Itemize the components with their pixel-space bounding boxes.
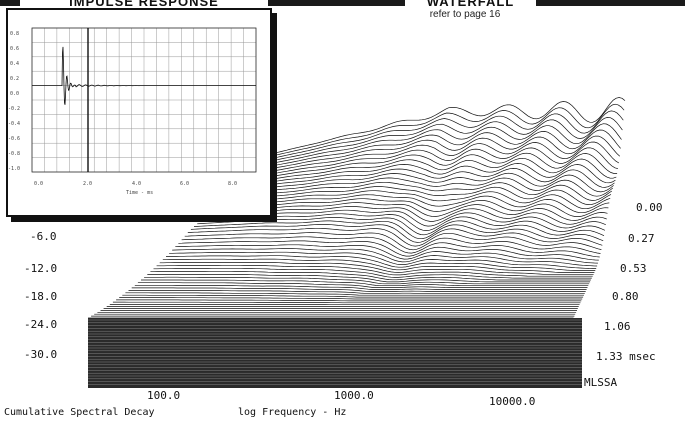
x-tick-label: 8.0 [228,181,237,187]
impulse-y-axis: 0.8 0.6 0.4 0.2 0.0 -0.2 -0.4 -0.6 -0.8 … [8,31,20,172]
x-tick-label: 0.0 [34,181,43,187]
impulse-response-inset: 0.8 0.6 0.4 0.2 0.0 -0.2 -0.4 -0.6 -0.8 … [6,8,272,217]
x-axis-label: Time - ms [126,190,153,196]
waterfall-floor [88,318,582,388]
y-tick-label: -0.4 [8,121,20,127]
decay-slice-line [250,142,619,175]
brand-label: MLSSA [584,376,617,389]
decay-slice-line [113,302,581,303]
impulse-x-axis: 0.0 2.0 4.0 6.0 8.0 Time - ms [34,181,237,196]
x-axis-label: log Frequency - Hz [238,407,346,418]
waterfall-subtitle: refer to page 16 [380,9,550,20]
z-tick-label: 0.27 [628,232,655,245]
y-tick-label: 0.0 [10,91,19,97]
y-tick-label: 0.4 [10,61,19,67]
decay-slice-line [253,136,620,172]
z-tick-label: 1.33 msec [596,350,656,363]
x-tick-label: 4.0 [132,181,141,187]
x-tick-label: 10000.0 [489,395,535,408]
decay-slice-line [116,300,581,301]
decay-slice-line [160,262,594,274]
z-tick-label: 0.53 [620,262,647,275]
z-tick-label: 1.06 [604,320,631,333]
decay-slice-line [166,256,595,271]
y-tick-label: -30.0 [24,348,57,361]
footer-label: Cumulative Spectral Decay [4,407,155,418]
x-tick-label: 2.0 [83,181,92,187]
z-tick-label: 0.00 [636,201,663,214]
y-tick-label: -0.6 [8,136,20,142]
y-tick-label: -0.2 [8,106,20,112]
y-tick-label: 0.8 [10,31,19,37]
impulse-response-chart: 0.8 0.6 0.4 0.2 0.0 -0.2 -0.4 -0.6 -0.8 … [8,10,270,215]
decay-slice-line [266,111,624,160]
x-tick-label: 100.0 [147,389,180,402]
decay-slice-line [178,241,598,260]
waterfall-x-axis: 100.0 1000.0 10000.0 Cumulative Spectral… [4,389,535,418]
waterfall-title: WATERFALL [405,0,536,9]
y-tick-label: -18.0 [24,290,57,303]
y-tick-label: -12.0 [24,262,57,275]
waterfall-y-axis: -6.0 -12.0 -18.0 -24.0 -30.0 [24,230,57,361]
y-tick-label: -6.0 [30,230,57,243]
decay-slice-line [119,298,582,299]
decay-slice-line [216,195,609,213]
waterfall-z-axis: 0.00 0.27 0.53 0.80 1.06 1.33 msec MLSSA [584,201,663,389]
y-tick-label: -0.8 [8,151,20,157]
y-tick-label: -24.0 [24,318,57,331]
decay-slice-line [256,130,620,169]
z-tick-label: 0.80 [612,290,639,303]
y-tick-label: -1.0 [8,166,20,172]
x-tick-label: 1000.0 [334,389,374,402]
decay-slice-line [169,252,596,268]
x-tick-label: 6.0 [180,181,189,187]
y-tick-label: 0.6 [10,46,19,52]
y-tick-label: 0.2 [10,76,19,82]
decay-slice-line [269,104,624,157]
